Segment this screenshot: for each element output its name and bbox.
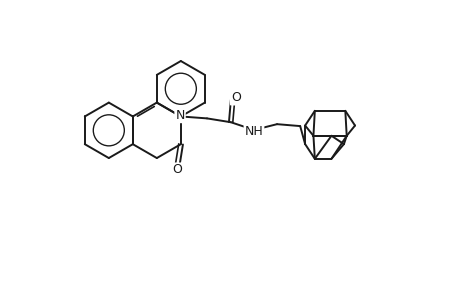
- Text: N: N: [175, 109, 185, 122]
- Text: O: O: [230, 92, 241, 104]
- Text: NH: NH: [244, 125, 263, 138]
- Text: O: O: [172, 164, 181, 176]
